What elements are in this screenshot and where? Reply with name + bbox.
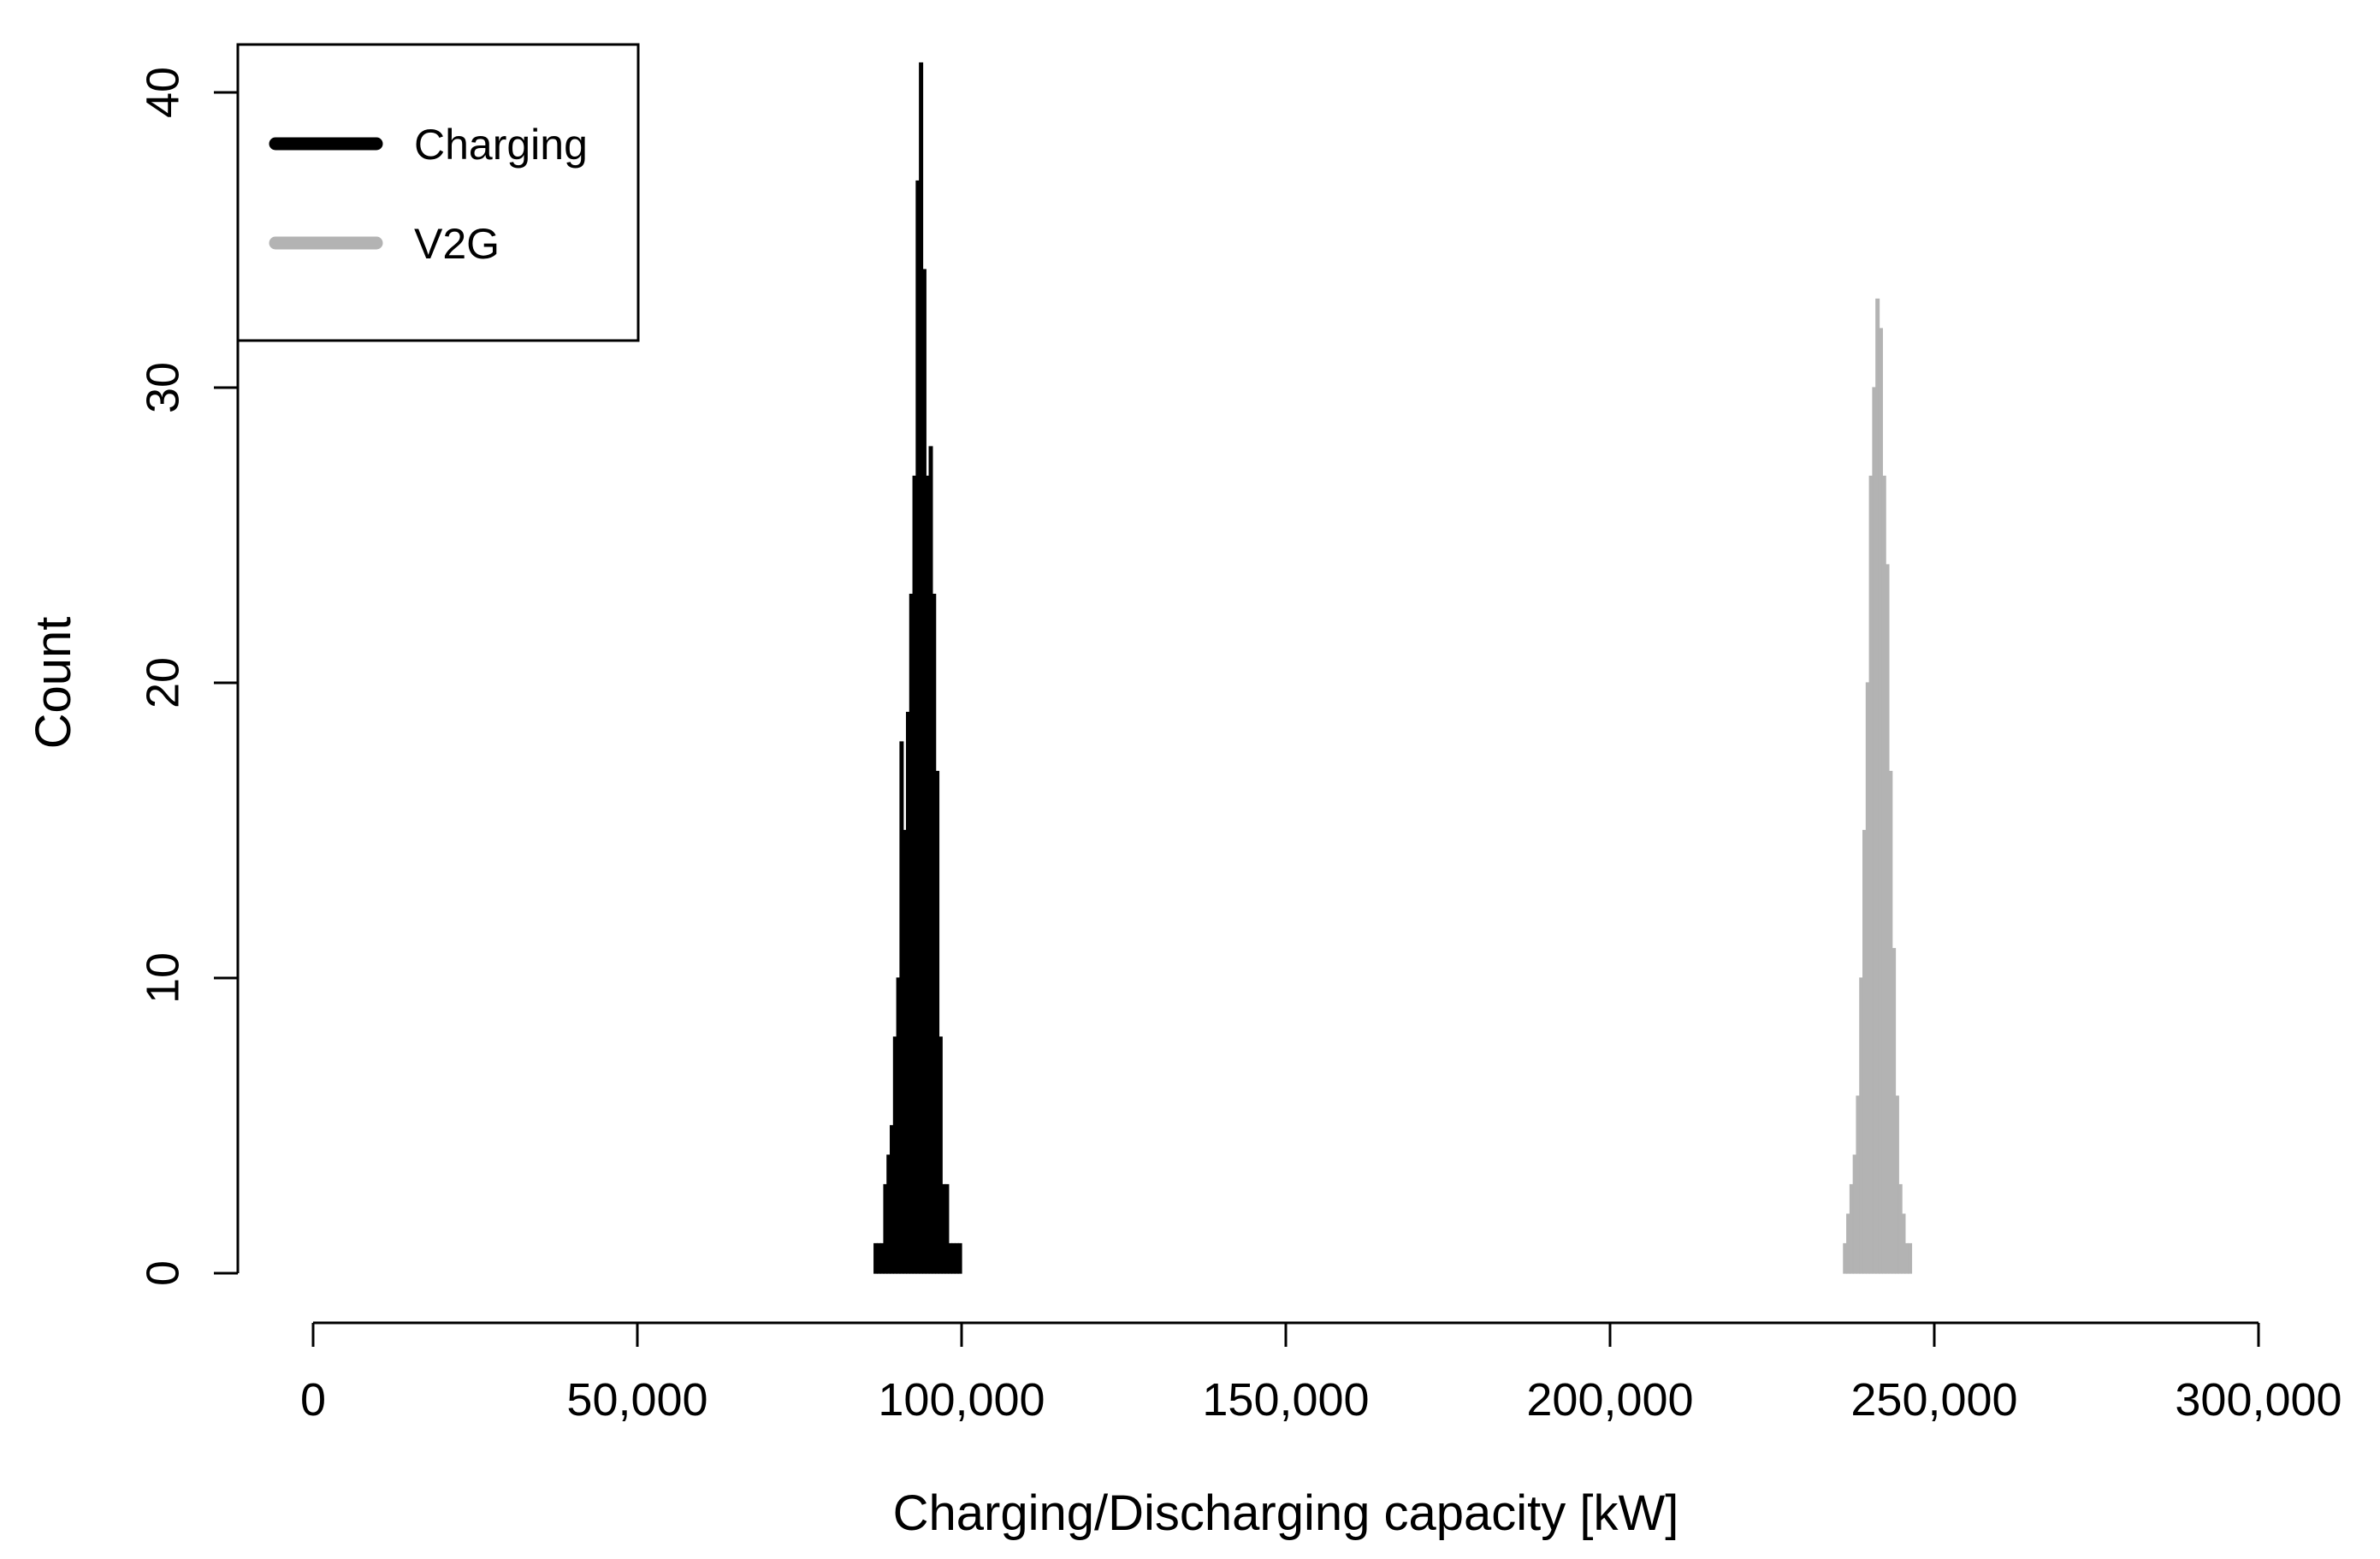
x-tick-label: 100,000 (878, 1374, 1045, 1426)
x-tick-label: 200,000 (1526, 1374, 1693, 1426)
y-tick-label: 10 (137, 952, 188, 1004)
histogram-bar-charging (935, 770, 940, 1274)
x-tick-label: 250,000 (1850, 1374, 2017, 1426)
histogram-bar-charging (944, 1183, 950, 1274)
legend: Charging V2G (236, 43, 640, 342)
x-axis: 0 50,000 100,000 150,000 200,000 250,000 300,0… (300, 1321, 2342, 1426)
histogram-bars (873, 62, 1913, 1274)
legend-label-v2g: V2G (414, 220, 500, 268)
y-axis-title: Count (26, 617, 81, 750)
y-tick-label: 0 (137, 1260, 188, 1286)
histogram-bar-charging (938, 1036, 943, 1274)
x-tick-label: 50,000 (566, 1374, 707, 1426)
histogram-bar-charging (957, 1242, 962, 1274)
y-tick-label: 30 (137, 362, 188, 413)
x-tick-label: 150,000 (1202, 1374, 1369, 1426)
x-axis-title: Charging/Discharging capacity [kW] (893, 1485, 1679, 1541)
y-tick-label: 40 (137, 67, 188, 118)
x-tick-label: 0 (300, 1374, 326, 1426)
y-axis: 0 10 20 30 40 (137, 67, 240, 1286)
histogram-bar-v2g (1908, 1242, 1913, 1274)
x-tick-label: 300,000 (2175, 1374, 2342, 1426)
legend-box (236, 43, 640, 342)
y-tick-label: 20 (137, 657, 188, 708)
legend-label-charging: Charging (414, 121, 588, 169)
